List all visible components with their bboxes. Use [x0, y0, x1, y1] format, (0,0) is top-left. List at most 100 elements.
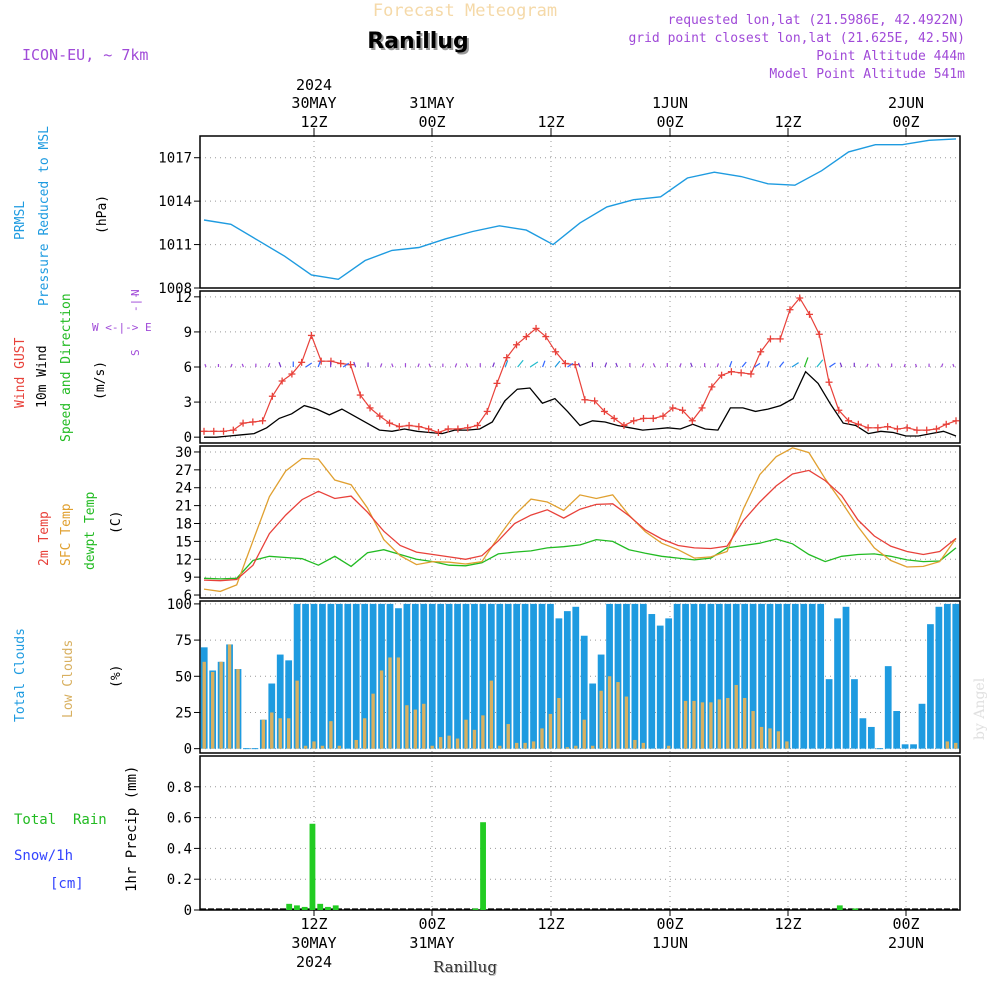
low-clouds-label: Low Clouds	[61, 640, 76, 718]
total-cloud-bar	[682, 603, 689, 749]
panel-4: 0 25 50 75 100	[167, 597, 961, 758]
total-cloud-bar	[445, 603, 453, 749]
total-cloud-bar	[454, 603, 461, 749]
wind-dir-arrow	[940, 363, 944, 368]
low-cloud-bar	[413, 709, 418, 749]
low-cloud-bar	[734, 684, 738, 749]
low-cloud-bar	[430, 745, 434, 749]
wind-dir-arrow	[391, 363, 394, 368]
low-cloud-bar	[464, 719, 468, 749]
compass-ns-line: -|-	[129, 292, 142, 312]
total-cloud-bar	[808, 603, 816, 749]
bottom-axis-label: 2JUN	[888, 934, 924, 952]
total-cloud-bar	[749, 603, 757, 749]
y-tick-label: 1014	[158, 194, 192, 210]
total-cloud-bar	[530, 603, 537, 749]
wind-labels: Wind GUST 10m Wind Speed and Direction (…	[13, 289, 152, 442]
wind-dir-arrow	[729, 360, 733, 368]
y-tick-label: 30	[175, 445, 192, 461]
low-cloud-bar	[776, 731, 781, 749]
top-axis-label: 2024	[296, 76, 332, 94]
total-cloud-bar	[580, 635, 588, 749]
station-name: Ranillug	[367, 29, 468, 54]
top-axis-label: 12Z	[300, 113, 327, 131]
wind-dir-arrow	[829, 362, 836, 368]
dewpt-label: dewpt Temp	[83, 492, 98, 570]
y-tick-label: 0	[184, 903, 192, 919]
low-cloud-bar	[210, 671, 215, 749]
low-cloud-bar	[202, 661, 206, 749]
total-cloud-bar	[699, 603, 706, 749]
top-axis-label: 31MAY	[409, 94, 454, 112]
y-tick-label: 0.6	[167, 811, 192, 827]
low-cloud-bar	[590, 745, 595, 749]
cloud-labels: Total Clouds Low Clouds (%)	[13, 628, 124, 722]
total-cloud-bar	[834, 618, 841, 749]
low-cloud-bar	[954, 742, 958, 749]
total-cloud-bar	[910, 744, 917, 749]
bottom-axis-label: 12Z	[300, 915, 327, 933]
low-cloud-bar	[582, 719, 586, 749]
wind-dir-arrow	[342, 362, 350, 368]
total-cloud-bar	[563, 611, 571, 749]
y-tick-label: 21	[175, 499, 192, 515]
low-cloud-bar	[945, 741, 950, 749]
rain-bar	[480, 822, 486, 910]
wind-dir-arrow	[577, 362, 581, 368]
model-label: ICON-EU, ~ 7km	[22, 46, 148, 64]
bottom-axis-label: 30MAY	[291, 934, 336, 952]
low-cloud-bar	[700, 702, 705, 749]
wind-dir-arrow	[716, 363, 720, 368]
low-cloud-bar	[548, 713, 553, 749]
wind-dir-arrow	[267, 362, 271, 368]
total-clouds-label: Total Clouds	[13, 628, 28, 722]
pressure-desc-label: Pressure Reduced to MSL	[37, 126, 52, 306]
total-cloud-bar	[471, 603, 478, 749]
total-cloud-bar	[867, 726, 875, 749]
low-cloud-bar	[540, 728, 544, 749]
total-cloud-bar	[335, 603, 343, 749]
y-tick-label: 3	[184, 395, 192, 411]
low-cloud-bar	[320, 745, 325, 749]
total-cloud-bar	[690, 603, 698, 749]
pressure-line	[203, 138, 957, 281]
total-cloud-bar	[715, 603, 723, 749]
wind-dir-arrow	[305, 362, 313, 368]
total-cloud-bar	[403, 603, 411, 749]
y-tick-label: 100	[167, 597, 192, 613]
requested-coords: requested lon,lat (21.5986E, 42.4922N)	[668, 13, 965, 28]
total-cloud-bar	[775, 603, 782, 749]
total-cloud-bar	[361, 603, 369, 749]
low-cloud-bar	[278, 718, 282, 749]
y-tick-label: 9	[184, 325, 192, 341]
prmsl-label: PRMSL	[13, 201, 28, 240]
low-cloud-bar	[337, 745, 342, 749]
low-cloud-bar	[599, 690, 603, 749]
total-cloud-bar	[496, 603, 504, 749]
rain-bar	[332, 905, 339, 910]
total-cloud-bar	[859, 718, 867, 749]
wind-dir-arrow	[517, 359, 524, 368]
low-cloud-bar	[219, 661, 223, 749]
total-cloud-bar	[724, 603, 732, 749]
low-cloud-bar	[396, 657, 401, 749]
wind-dir-arrow	[652, 363, 656, 368]
wind-dir-arrow	[803, 357, 809, 368]
bottom-axis-label: 31MAY	[409, 934, 454, 952]
low-cloud-bar	[633, 739, 637, 749]
wind-unit-label: (m/s)	[93, 361, 108, 400]
low-cloud-bar	[481, 715, 485, 749]
total-cloud-bar	[293, 603, 301, 749]
rain-bar	[852, 908, 859, 910]
low-cloud-bar	[422, 703, 426, 749]
low-cloud-bar	[379, 670, 384, 749]
total-cloud-bar	[901, 744, 909, 749]
total-cloud-bar	[639, 603, 647, 749]
total-cloud-bar	[783, 603, 791, 749]
total-cloud-bar	[555, 618, 563, 749]
pressure-unit-label: (hPa)	[95, 195, 110, 234]
low-cloud-bar	[785, 741, 789, 749]
